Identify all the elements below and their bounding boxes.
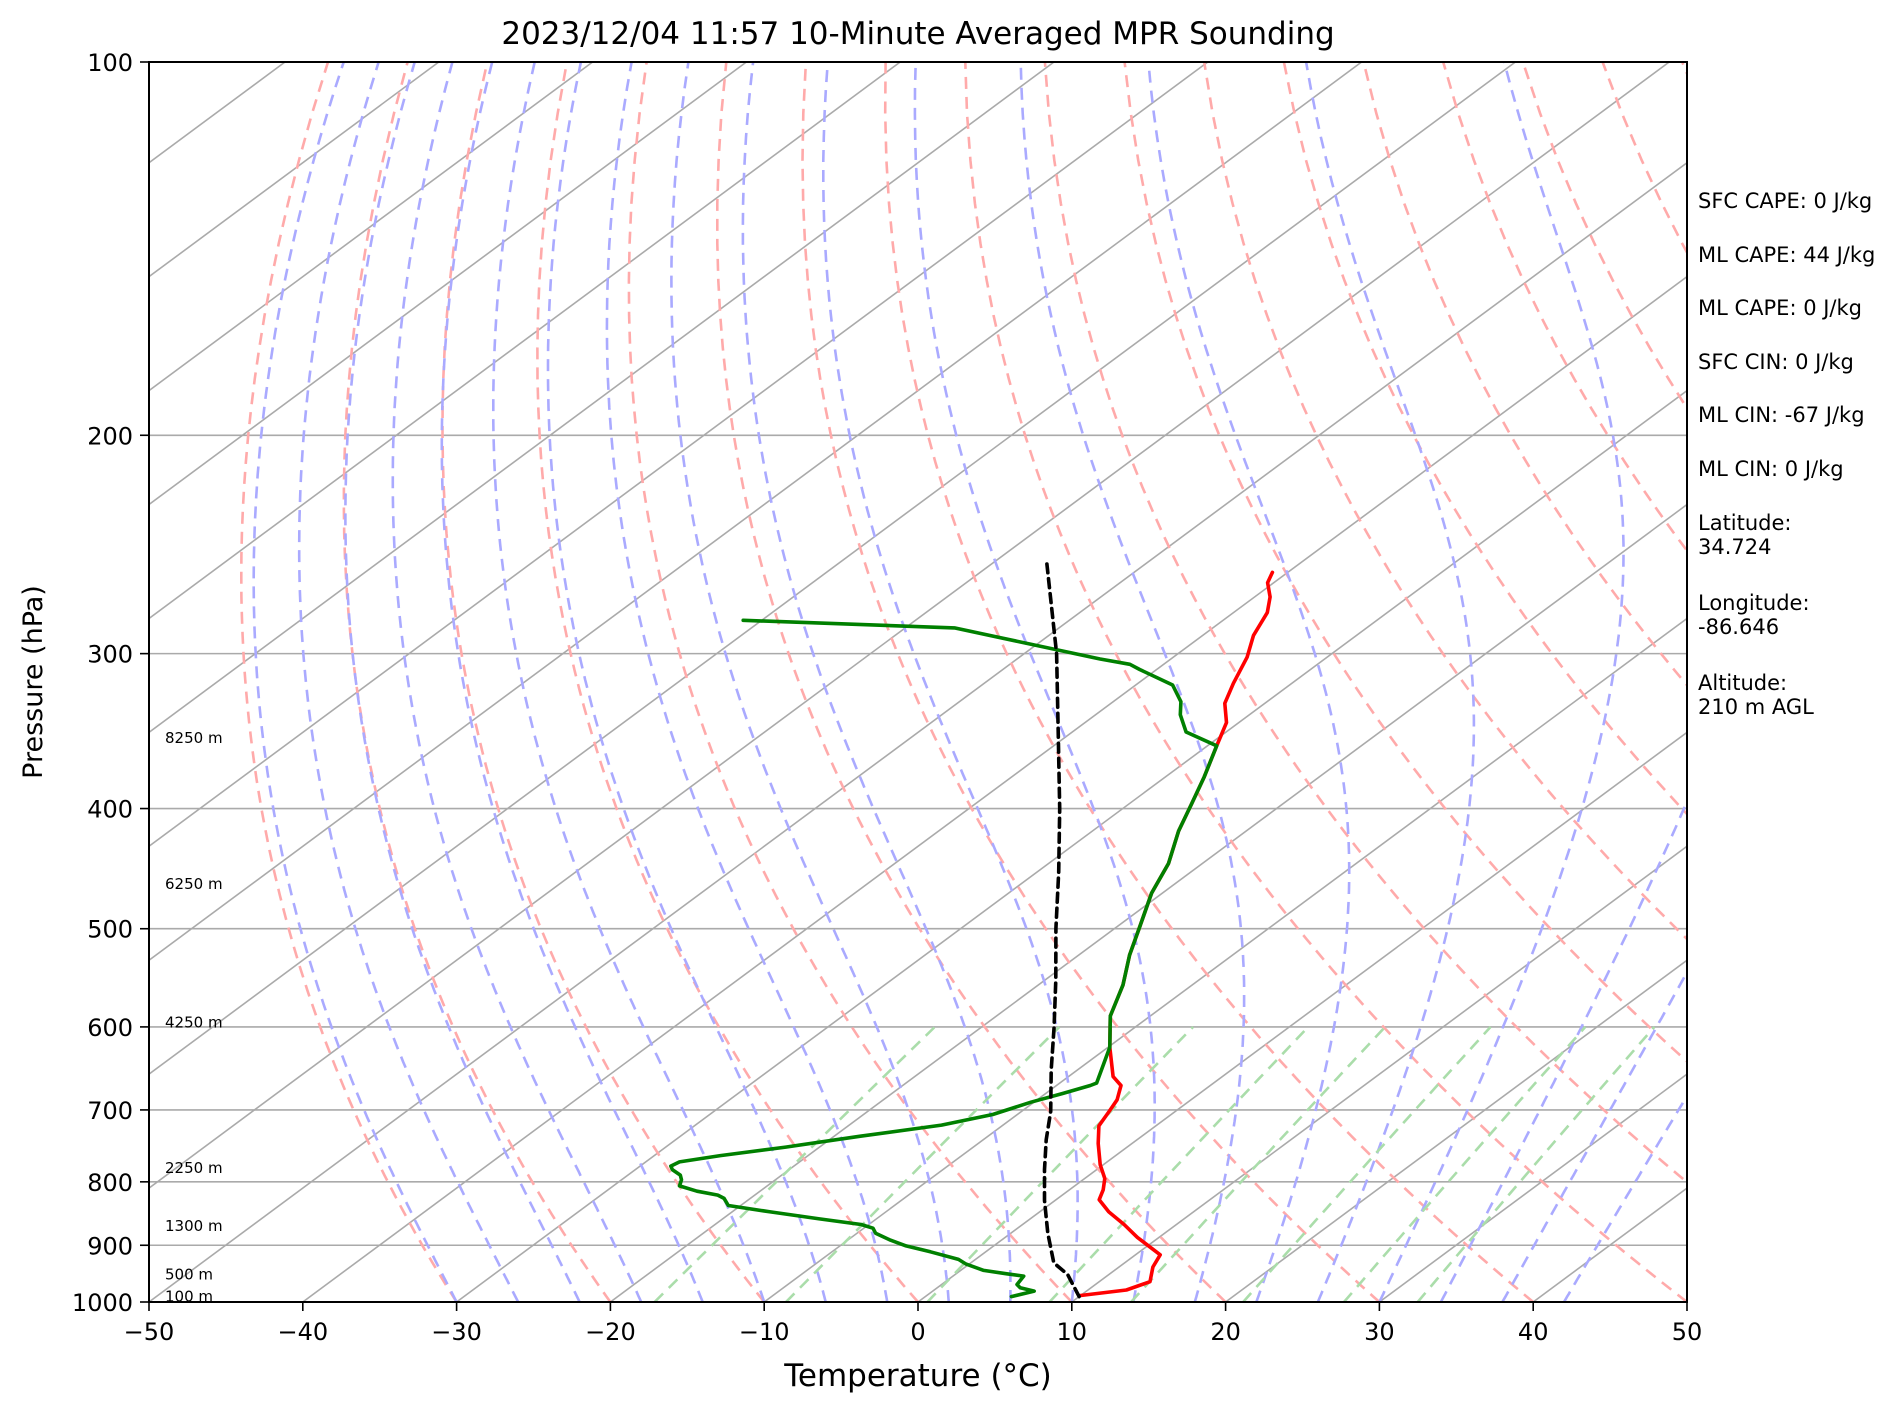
dry-adiabat-line bbox=[1123, 62, 1687, 1064]
isotherm-line bbox=[149, 62, 1363, 962]
moist-adiabat-line bbox=[1019, 62, 1246, 1302]
y-tick-label: 500 bbox=[87, 916, 133, 944]
y-axis-label: Pressure (hPa) bbox=[18, 585, 49, 779]
isotherm-line bbox=[149, 62, 440, 278]
height-label: 500 m bbox=[165, 1265, 213, 1283]
isotherm-line bbox=[763, 617, 1687, 1302]
isotherm-line bbox=[149, 62, 747, 506]
x-tick-label: −50 bbox=[124, 1318, 175, 1346]
moist-adiabat-line bbox=[670, 62, 951, 1302]
height-label: 8250 m bbox=[165, 729, 223, 747]
annotation-ml-cape-2: ML CAPE: 0 J/kg bbox=[1698, 296, 1863, 320]
moist-adiabat-line bbox=[1439, 798, 1687, 1302]
x-axis: −50 −40 −30 −20 −10 0 10 20 30 40 50 bbox=[124, 1302, 1703, 1346]
annotation-longitude: Longitude: -86.646 bbox=[1698, 591, 1810, 639]
moist-adiabat-line bbox=[1304, 62, 1476, 1302]
height-label: 1300 m bbox=[165, 1217, 223, 1235]
dry-adiabat-line bbox=[1043, 62, 1687, 1184]
x-tick-label: −30 bbox=[431, 1318, 482, 1346]
x-tick-label: 0 bbox=[910, 1318, 925, 1346]
x-tick-label: 50 bbox=[1672, 1318, 1703, 1346]
isotherm-line bbox=[456, 389, 1687, 1302]
moist-adiabat-line bbox=[1378, 62, 1625, 1302]
guide-lines bbox=[149, 62, 1687, 1302]
y-tick-label: 100 bbox=[87, 49, 133, 77]
isotherm-line bbox=[149, 62, 901, 620]
isotherm-line bbox=[1071, 845, 1687, 1302]
isotherm-line bbox=[302, 275, 1687, 1302]
moist-adiabat-line bbox=[605, 62, 889, 1302]
dry-adiabat-line bbox=[441, 62, 766, 1302]
isotherm-line bbox=[1225, 959, 1687, 1302]
moist-adiabat-line bbox=[821, 62, 1079, 1302]
dewpoint-line bbox=[668, 618, 1219, 1299]
x-tick-label: 40 bbox=[1518, 1318, 1549, 1346]
annotation-ml-cape: ML CAPE: 44 J/kg bbox=[1698, 243, 1876, 267]
moist-adiabat-line bbox=[344, 62, 581, 1302]
dry-adiabat-line bbox=[536, 62, 919, 1302]
height-label: 6250 m bbox=[165, 875, 223, 893]
parcel-path-line bbox=[1042, 562, 1081, 1299]
mixing-ratio-line bbox=[653, 1025, 936, 1302]
isotherm-line bbox=[149, 62, 1516, 1076]
height-label: 2250 m bbox=[165, 1159, 223, 1177]
annotation-ml-cin-2: ML CIN: 0 J/kg bbox=[1698, 457, 1844, 481]
isotherm-line bbox=[149, 62, 594, 392]
x-tick-label: −40 bbox=[277, 1318, 328, 1346]
moist-adiabat-line bbox=[1562, 1093, 1687, 1302]
dry-adiabat-line bbox=[801, 62, 1381, 1302]
y-tick-label: 200 bbox=[87, 422, 133, 450]
series-group bbox=[668, 562, 1275, 1299]
dry-adiabat-line bbox=[627, 62, 1073, 1302]
mixing-ratio-line bbox=[1130, 1026, 1387, 1302]
annotation-latitude: Latitude: 34.724 bbox=[1698, 511, 1792, 559]
dry-adiabat-line bbox=[883, 62, 1535, 1302]
annotation-ml-cin: ML CIN: -67 J/kg bbox=[1698, 403, 1865, 427]
moist-adiabat-line bbox=[741, 62, 1012, 1302]
dry-adiabat-line bbox=[239, 62, 458, 1302]
isotherm-line bbox=[149, 62, 1670, 1190]
y-tick-label: 1000 bbox=[72, 1289, 133, 1317]
isotherm-line bbox=[149, 62, 1055, 734]
isotherm-line bbox=[149, 161, 1687, 1302]
x-tick-label: 20 bbox=[1210, 1318, 1241, 1346]
x-tick-label: −10 bbox=[739, 1318, 790, 1346]
x-tick-label: −20 bbox=[585, 1318, 636, 1346]
y-axis: 100 200 300 400 500 600 700 800 900 1000 bbox=[72, 49, 149, 1317]
moist-adiabat-line bbox=[297, 62, 520, 1302]
moist-adiabat-line bbox=[1501, 969, 1687, 1302]
mixing-ratio-line bbox=[1242, 1026, 1492, 1302]
y-tick-label: 300 bbox=[87, 641, 133, 669]
mixing-ratio-line bbox=[785, 1025, 1061, 1302]
annotation-sfc-cin: SFC CIN: 0 J/kg bbox=[1698, 350, 1854, 374]
annotation-sfc-cape: SFC CAPE: 0 J/kg bbox=[1698, 189, 1873, 213]
y-tick-label: 400 bbox=[87, 796, 133, 824]
annotation-altitude: Altitude: 210 m AGL bbox=[1698, 671, 1814, 719]
dry-adiabat-line bbox=[715, 62, 1227, 1302]
moist-adiabat-line bbox=[252, 62, 458, 1302]
moist-adiabat-line bbox=[913, 62, 1156, 1302]
moist-adiabat-line bbox=[1147, 62, 1351, 1302]
isotherm-line bbox=[149, 62, 1209, 848]
y-tick-label: 700 bbox=[87, 1097, 133, 1125]
mixing-ratio-line bbox=[1048, 1026, 1310, 1302]
mixing-ratio-line bbox=[1343, 1026, 1587, 1302]
x-axis-label: Temperature (°C) bbox=[783, 1358, 1052, 1394]
y-tick-label: 800 bbox=[87, 1169, 133, 1197]
height-label: 4250 m bbox=[165, 1013, 223, 1031]
y-tick-label: 600 bbox=[87, 1014, 133, 1042]
y-tick-label: 900 bbox=[87, 1232, 133, 1260]
x-tick-label: 10 bbox=[1057, 1318, 1088, 1346]
isotherm-line bbox=[609, 503, 1687, 1302]
dry-adiabat-line bbox=[1202, 62, 1687, 941]
chart-title: 2023/12/04 11:57 10-Minute Averaged MPR … bbox=[501, 16, 1334, 52]
x-tick-label: 30 bbox=[1364, 1318, 1395, 1346]
isotherm-line bbox=[917, 731, 1687, 1302]
isotherm-line bbox=[1378, 1073, 1687, 1302]
mixing-ratio-line bbox=[1416, 1026, 1656, 1302]
